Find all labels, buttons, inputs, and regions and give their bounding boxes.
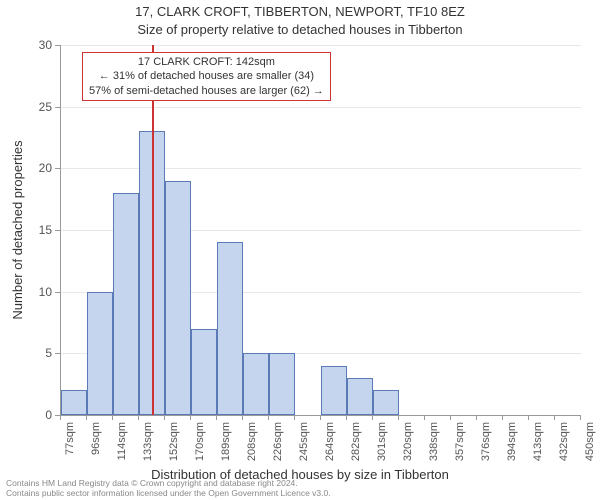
histogram-bar [113, 193, 139, 415]
histogram-bar [165, 181, 191, 415]
x-tick-mark [372, 415, 373, 420]
chart-footer: Contains HM Land Registry data © Crown c… [6, 478, 594, 498]
x-tick-mark [528, 415, 529, 420]
annotation-line: 17 CLARK CROFT: 142sqm [89, 55, 324, 69]
x-tick-mark [164, 415, 165, 420]
y-tick-label: 15 [39, 223, 52, 237]
x-tick-mark [554, 415, 555, 420]
gridline [61, 45, 581, 46]
y-tick-label: 30 [39, 38, 52, 52]
x-tick-label: 432sqm [558, 422, 570, 461]
x-tick-mark [580, 415, 581, 420]
x-tick-label: 245sqm [298, 422, 310, 461]
footer-line-2: Contains public sector information licen… [6, 488, 594, 498]
y-axis-label: Number of detached properties [10, 140, 25, 319]
x-tick-label: 96sqm [90, 422, 102, 455]
x-tick-label: 357sqm [454, 422, 466, 461]
x-tick-label: 152sqm [168, 422, 180, 461]
x-tick-mark [450, 415, 451, 420]
y-tick-mark [55, 353, 60, 354]
annotation-box: 17 CLARK CROFT: 142sqm← 31% of detached … [82, 52, 331, 101]
x-tick-label: 170sqm [194, 422, 206, 461]
x-tick-mark [502, 415, 503, 420]
x-tick-mark [476, 415, 477, 420]
chart-title-sub: Size of property relative to detached ho… [0, 22, 600, 37]
y-tick-mark [55, 168, 60, 169]
annotation-line: 57% of semi-detached houses are larger (… [89, 84, 324, 98]
x-tick-label: 264sqm [324, 422, 336, 461]
x-tick-mark [424, 415, 425, 420]
x-tick-label: 282sqm [350, 422, 362, 461]
histogram-bar [321, 366, 347, 415]
x-tick-mark [320, 415, 321, 420]
x-tick-mark [294, 415, 295, 420]
x-tick-mark [242, 415, 243, 420]
histogram-bar [191, 329, 217, 415]
x-tick-label: 133sqm [142, 422, 154, 461]
x-tick-mark [268, 415, 269, 420]
x-tick-label: 413sqm [532, 422, 544, 461]
gridline [61, 107, 581, 108]
chart-container: 17, CLARK CROFT, TIBBERTON, NEWPORT, TF1… [0, 0, 600, 500]
y-tick-mark [55, 292, 60, 293]
y-tick-mark [55, 107, 60, 108]
x-tick-label: 226sqm [272, 422, 284, 461]
x-tick-label: 77sqm [64, 422, 76, 455]
y-tick-mark [55, 45, 60, 46]
histogram-bar [269, 353, 295, 415]
x-tick-mark [190, 415, 191, 420]
histogram-bar [243, 353, 269, 415]
y-tick-label: 0 [45, 408, 52, 422]
x-tick-label: 208sqm [246, 422, 258, 461]
histogram-bar [347, 378, 373, 415]
x-tick-mark [398, 415, 399, 420]
x-tick-label: 394sqm [506, 422, 518, 461]
y-tick-label: 20 [39, 161, 52, 175]
histogram-bar [217, 242, 243, 415]
y-tick-label: 5 [45, 346, 52, 360]
x-tick-label: 450sqm [584, 422, 596, 461]
x-tick-label: 320sqm [402, 422, 414, 461]
y-tick-label: 10 [39, 285, 52, 299]
x-tick-label: 114sqm [116, 422, 128, 460]
x-tick-mark [346, 415, 347, 420]
x-tick-mark [216, 415, 217, 420]
x-tick-mark [138, 415, 139, 420]
histogram-bar [61, 390, 87, 415]
footer-line-1: Contains HM Land Registry data © Crown c… [6, 478, 594, 488]
histogram-bar [373, 390, 399, 415]
x-tick-mark [112, 415, 113, 420]
x-tick-label: 189sqm [220, 422, 232, 461]
x-tick-label: 301sqm [376, 422, 388, 461]
annotation-line: ← 31% of detached houses are smaller (34… [89, 69, 324, 83]
y-tick-label: 25 [39, 100, 52, 114]
histogram-bar [87, 292, 113, 415]
x-tick-mark [60, 415, 61, 420]
x-tick-label: 376sqm [480, 422, 492, 461]
x-tick-label: 338sqm [428, 422, 440, 461]
x-tick-mark [86, 415, 87, 420]
y-tick-mark [55, 230, 60, 231]
chart-title-main: 17, CLARK CROFT, TIBBERTON, NEWPORT, TF1… [0, 4, 600, 19]
